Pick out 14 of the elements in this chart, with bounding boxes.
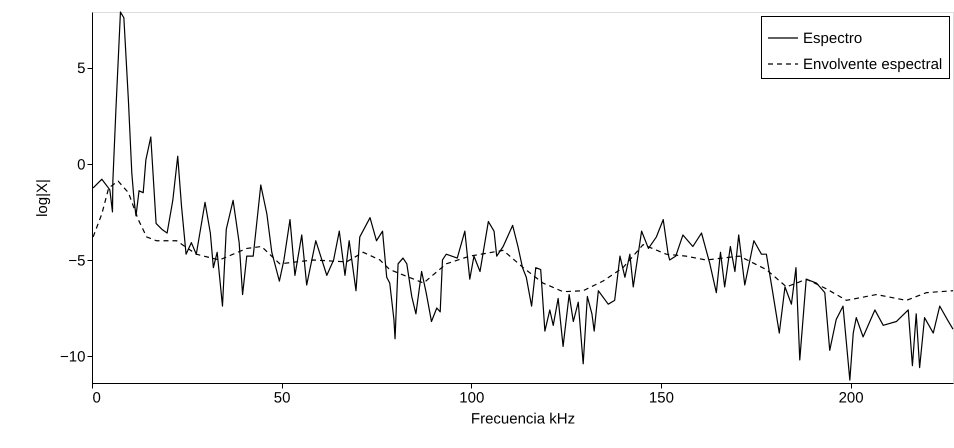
x-tick-label: 200: [838, 390, 864, 406]
y-tick-label: 5: [77, 60, 86, 78]
x-tick-label: 50: [274, 390, 290, 406]
line-series: [92, 11, 954, 381]
legend-label: Espectro: [803, 30, 862, 47]
x-axis-title: Frecuencia kHz: [470, 410, 576, 428]
y-tick-label: −10: [60, 348, 86, 366]
legend-label: Envolvente espectral: [803, 56, 942, 73]
x-tick-label: 0: [92, 390, 101, 406]
x-tick-label: 150: [648, 390, 674, 406]
y-tick-label: 0: [77, 156, 86, 174]
y-axis-title: log|X|: [34, 179, 52, 217]
x-tick-label: 100: [459, 390, 484, 406]
y-tick-label: −5: [68, 252, 86, 270]
